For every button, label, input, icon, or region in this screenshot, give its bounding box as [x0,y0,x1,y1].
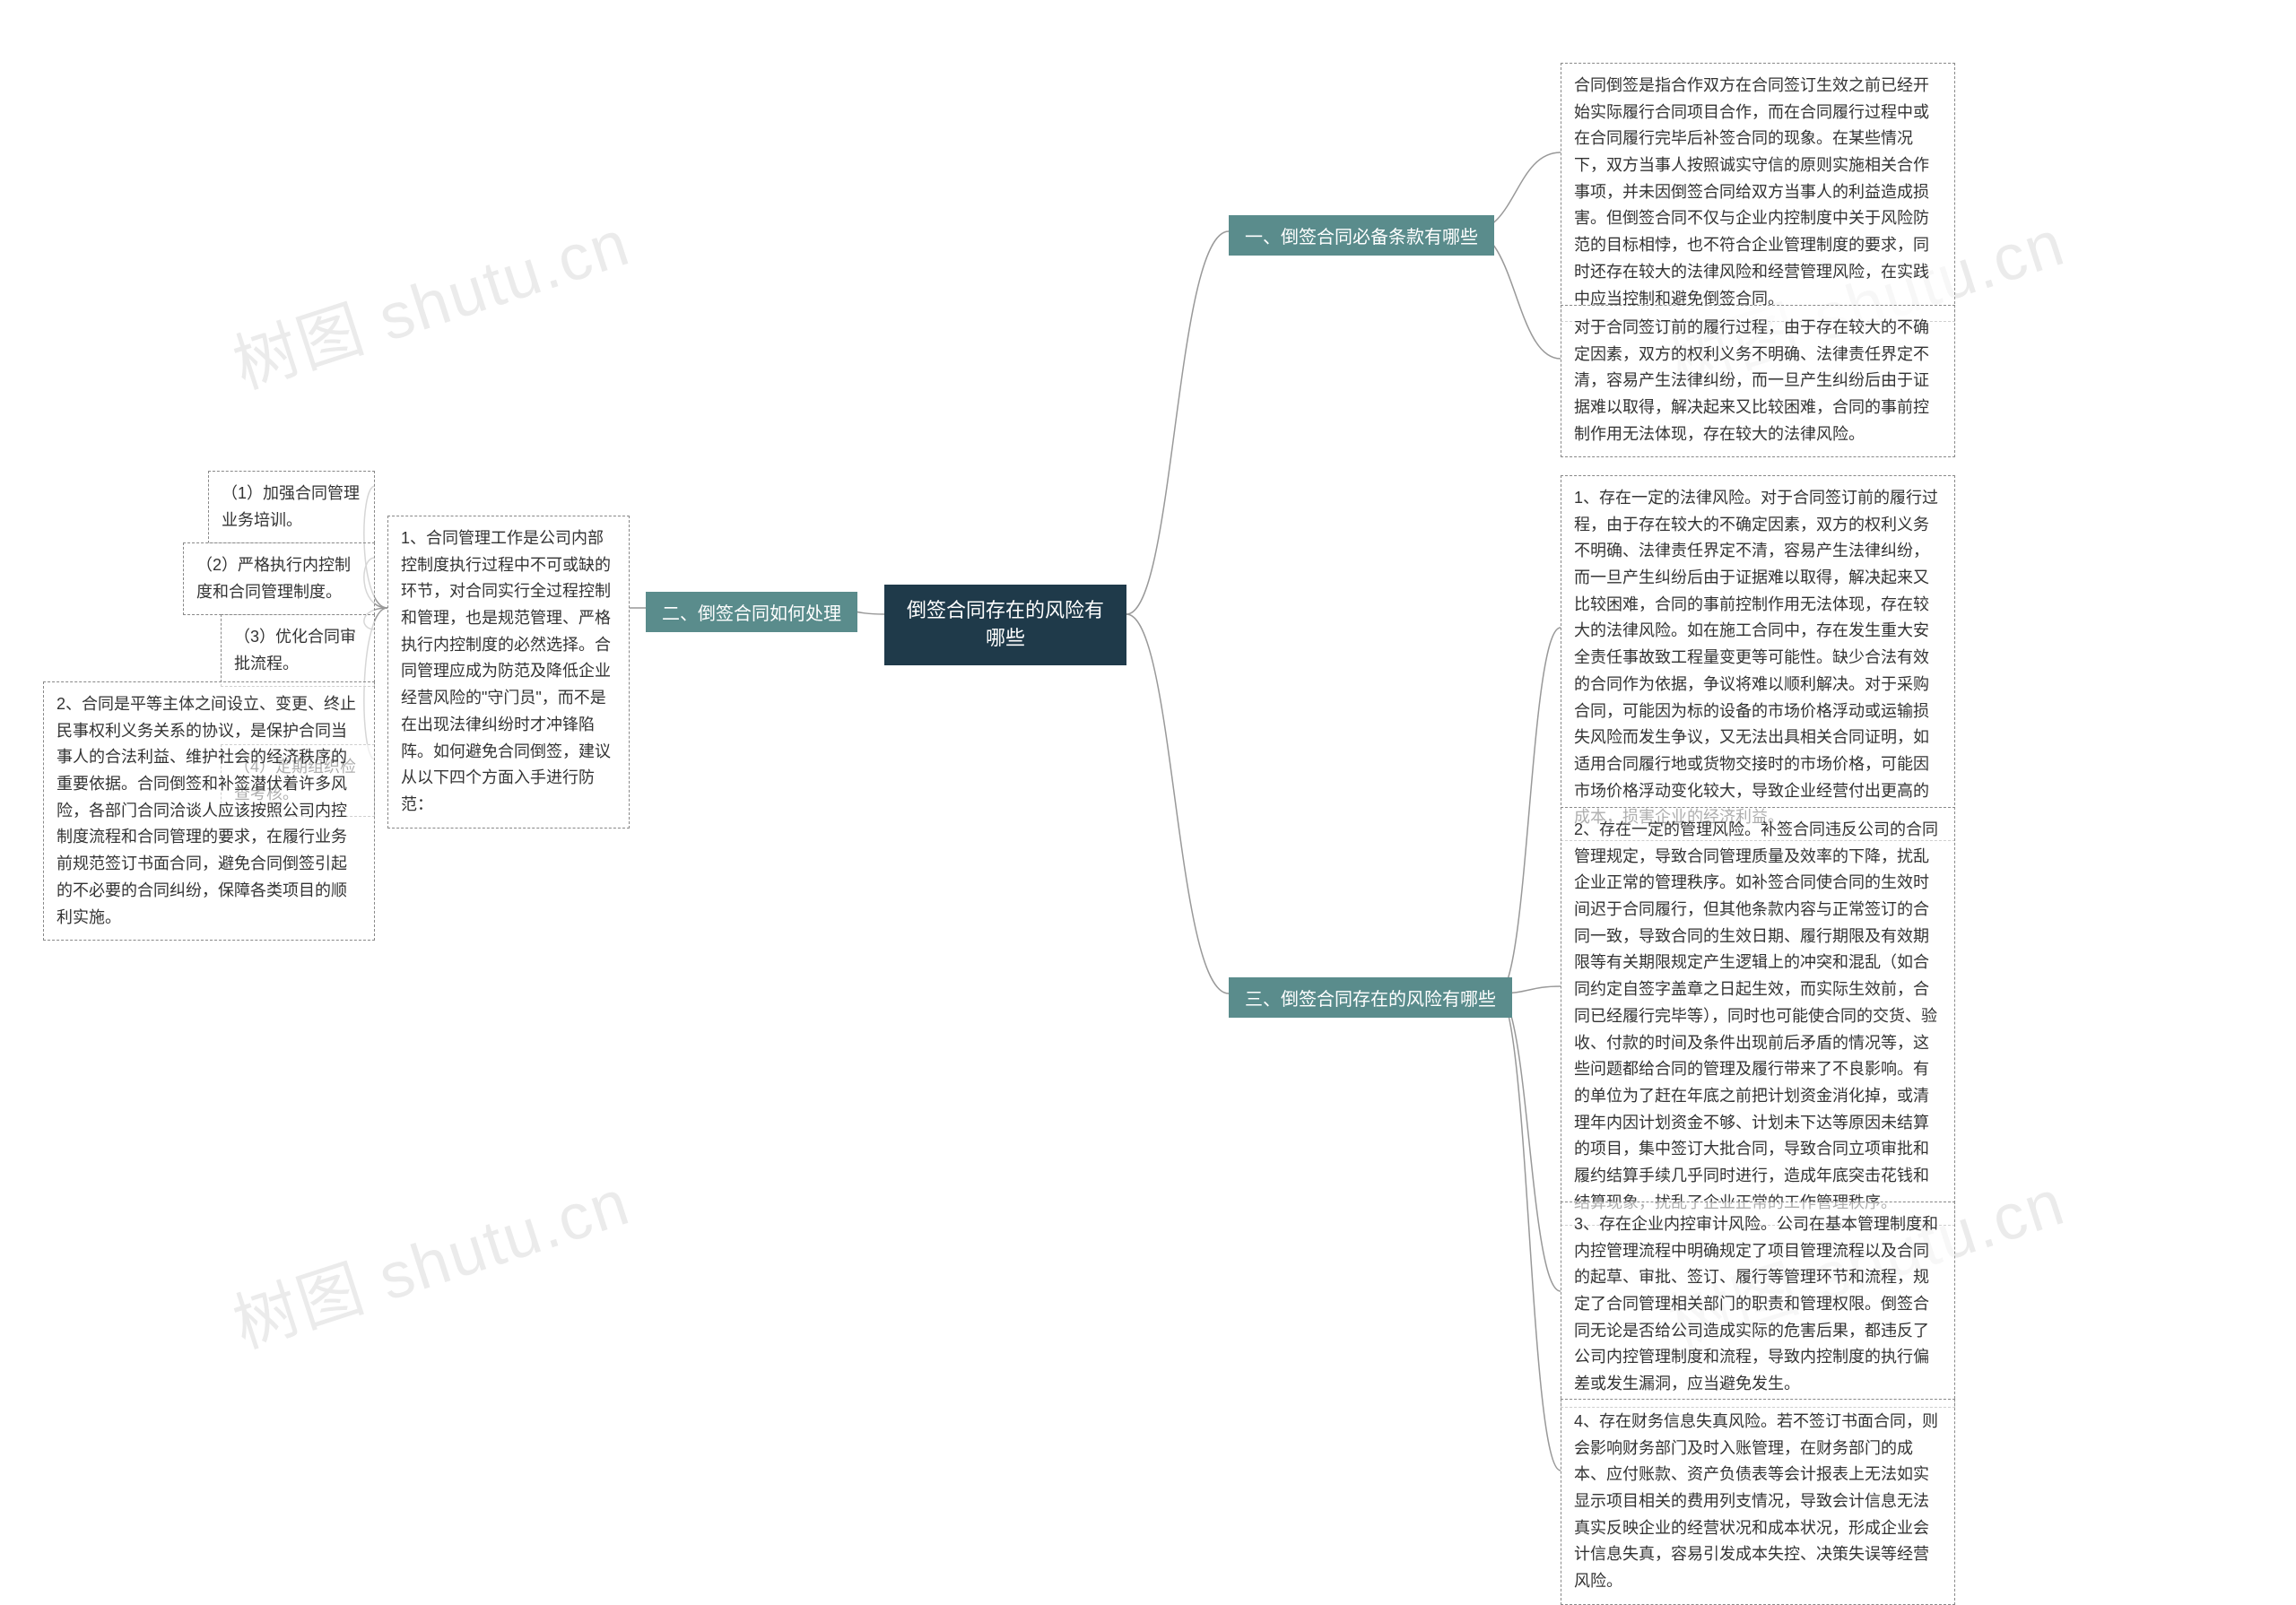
leaf-node: （1）加强合同管理业务培训。 [208,471,375,543]
watermark: 树图 shutu.cn [220,1150,639,1366]
branch-risks: 三、倒签合同存在的风险有哪些 [1229,977,1512,1018]
leaf-node: 合同倒签是指合作双方在合同签订生效之前已经开始实际履行合同项目合作，而在合同履行… [1561,63,1955,322]
connector [1498,628,1561,993]
leaf-node: 4、存在财务信息失真风险。若不签订书面合同，则会影响财务部门及时入账管理，在财务… [1561,1399,1955,1605]
watermark: 树图 shutu.cn [220,190,639,406]
connector [1498,993,1561,1471]
connector [1126,614,1229,993]
connector [1126,231,1229,614]
leaf-node: 2、合同是平等主体之间设立、变更、终止民事权利义务关系的协议，是保护合同当事人的… [43,681,375,941]
leaf-node: 对于合同签订前的履行过程，由于存在较大的不确定因素，双方的权利义务不明确、法律责… [1561,305,1955,457]
branch-required-clauses: 一、倒签合同必备条款有哪些 [1229,215,1494,256]
leaf-node: 1、存在一定的法律风险。对于合同签订前的履行过程，由于存在较大的不确定因素，双方… [1561,475,1955,841]
leaf-node: （3）优化合同审批流程。 [221,614,375,687]
root-node: 倒签合同存在的风险有哪些 [884,585,1126,665]
leaf-node: 2、存在一定的管理风险。补签合同违反公司的合同管理规定，导致合同管理质量及效率的… [1561,807,1955,1226]
connector [1498,993,1561,1291]
leaf-node: 1、合同管理工作是公司内部控制度执行过程中不可或缺的环节，对合同实行全过程控制和… [387,516,630,829]
branch-how-to-handle: 二、倒签合同如何处理 [646,592,857,632]
leaf-node: （2）严格执行内控制度和合同管理制度。 [183,542,375,615]
leaf-node: 3、存在企业内控审计风险。公司在基本管理制度和内控管理流程中明确规定了项目管理流… [1561,1202,1955,1408]
